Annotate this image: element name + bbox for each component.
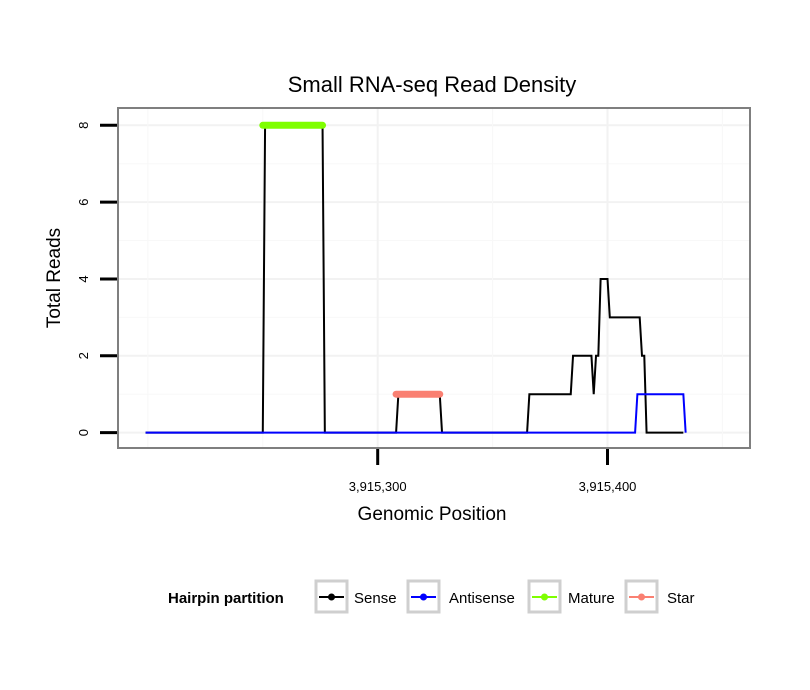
legend-label-mature: Mature [568,590,615,607]
y-tick-label: 8 [76,122,91,129]
y-tick-label: 6 [76,199,91,206]
legend: Hairpin partition Sense Antisense Mature St… [168,579,695,614]
plot-border [117,107,751,449]
legend-title: Hairpin partition [168,590,284,607]
legend-label-antisense: Antisense [449,590,515,607]
x-axis-ticks: 3,915,300 3,915,400 [349,449,637,494]
legend-key-dot [420,593,427,601]
series-line-sense [145,124,684,434]
x-tick-label: 3,915,300 [349,479,407,494]
y-tick-label: 4 [76,275,91,282]
y-axis-ticks: 0 2 4 6 8 [76,122,117,436]
legend-key-dot [638,593,645,601]
x-tick-label: 3,915,400 [579,479,637,494]
y-axis-label: Total Reads [44,228,65,328]
y-tick-label: 2 [76,352,91,359]
y-tick-label: 0 [76,429,91,436]
legend-label-star: Star [667,590,695,607]
chart-title: Small RNA-seq Read Density [288,72,577,97]
legend-label-sense: Sense [354,590,397,607]
legend-key-dot [541,593,548,601]
plot-panel [117,107,751,449]
series-layer [145,121,687,434]
x-axis-label: Genomic Position [358,504,507,525]
series-line-antisense [145,393,687,434]
legend-key-dot [328,593,335,601]
